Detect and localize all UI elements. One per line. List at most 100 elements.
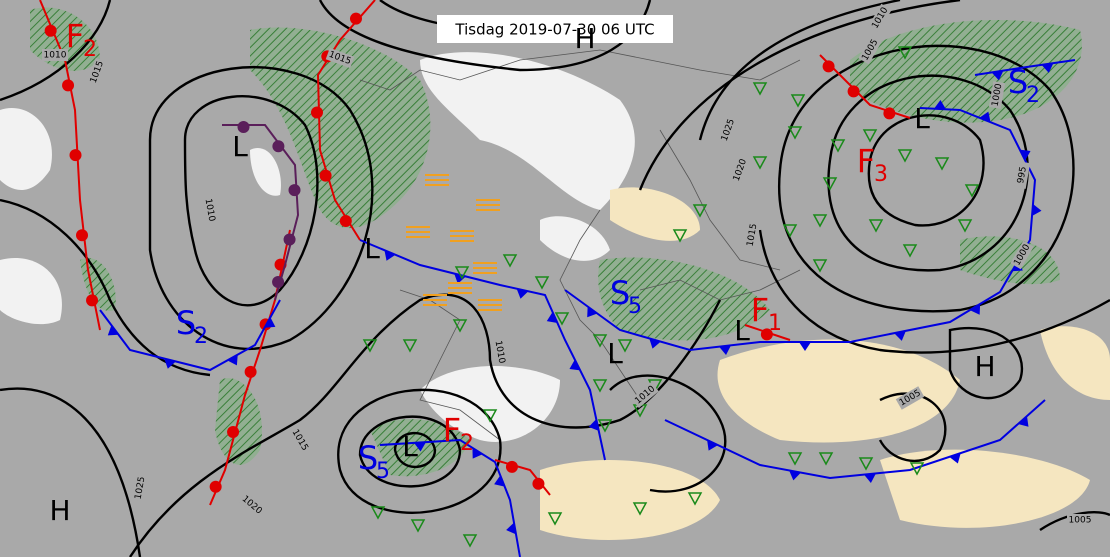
shower-symbol: [909, 462, 925, 476]
shower-symbol: [934, 157, 950, 171]
front-label: F: [751, 291, 769, 329]
warm-front-marker: [311, 106, 324, 119]
shower-symbol: [812, 259, 828, 273]
shower-symbol: [534, 276, 550, 290]
front-label: F: [443, 411, 461, 449]
shower-symbol: [790, 94, 806, 108]
shower-symbol: [554, 312, 570, 326]
isobar-label-bg: [717, 115, 739, 145]
shower-symbol: [902, 244, 918, 258]
front-label-sub: 5: [376, 459, 390, 484]
pressure-center: H: [49, 494, 70, 527]
front-label: F: [857, 142, 875, 180]
pressure-center: L: [232, 130, 248, 163]
cold-front-marker: [569, 359, 581, 371]
shower-symbol: [402, 339, 418, 353]
front-label-sub: 5: [628, 294, 642, 319]
front-line: [379, 438, 521, 557]
shower-symbol: [592, 379, 608, 393]
cold-front-marker: [799, 342, 811, 351]
shower-symbol: [752, 156, 768, 170]
shower-symbol: [547, 512, 563, 526]
warm-front-marker: [319, 169, 332, 182]
front-label: S: [176, 304, 196, 342]
isobar-label-bg: [1010, 240, 1034, 270]
isobar-label-bg: [42, 49, 68, 61]
cold-front-marker: [494, 475, 505, 487]
warm-front-marker: [532, 477, 545, 490]
warm-front-marker: [760, 328, 773, 341]
pressure-center: L: [734, 314, 750, 347]
isobar-label-bg: [631, 382, 659, 408]
shower-symbol: [964, 184, 980, 198]
cold-front-marker: [107, 325, 119, 336]
warm-front-marker: [227, 425, 240, 438]
cold-front-marker: [649, 338, 661, 349]
pressure-center: L: [914, 102, 930, 135]
cold-front-marker: [472, 447, 483, 459]
shower-symbol: [897, 149, 913, 163]
cold-front-marker: [864, 473, 876, 483]
cold-front-marker: [414, 442, 426, 452]
weather-symbols: [362, 46, 980, 548]
shower-symbol: [370, 506, 386, 520]
isobar-label: 1000: [991, 83, 1005, 108]
warm-front-marker: [62, 79, 75, 92]
cold-front-marker: [506, 522, 517, 535]
occluded-front-marker: [237, 121, 250, 133]
warm-front-marker: [349, 12, 362, 25]
isobar-label: 1010: [493, 340, 507, 365]
shower-symbol: [957, 219, 973, 233]
cold-front-marker: [1018, 416, 1029, 427]
front-label-sub: 1: [768, 311, 782, 336]
isobar-label-bg: [325, 47, 355, 69]
front-label-sub: 2: [460, 431, 474, 456]
shower-symbol: [862, 129, 878, 143]
shower-symbol: [617, 339, 633, 353]
shower-symbol: [687, 492, 703, 506]
shower-symbol: [752, 82, 768, 96]
isobar-label-bg: [1013, 161, 1031, 189]
warm-front-marker: [86, 294, 99, 307]
cold-front-marker: [991, 70, 1004, 81]
front-label: F: [66, 17, 84, 55]
warm-front-marker: [44, 24, 57, 37]
isobar-label-bg: [131, 474, 149, 502]
warm-front-marker: [883, 107, 896, 120]
warm-front-marker: [209, 480, 222, 493]
cold-front-marker: [707, 439, 718, 451]
shower-symbol: [782, 224, 798, 238]
shower-symbol: [462, 534, 478, 548]
front-label-sub: 3: [874, 162, 888, 187]
front-line: [99, 299, 281, 372]
cold-front-marker: [384, 250, 396, 261]
cold-front-marker: [1041, 63, 1054, 73]
shower-symbol: [597, 419, 613, 433]
isobar-label: 1015: [746, 223, 760, 247]
pressure-center: L: [607, 337, 623, 370]
cold-front-marker: [969, 303, 981, 315]
title-box: [437, 15, 673, 43]
shower-symbol: [482, 409, 498, 423]
warm-front-marker: [76, 229, 89, 242]
isobar-label: 1010: [44, 51, 67, 61]
cold-front-marker: [587, 306, 598, 318]
pressure-center: L: [364, 232, 380, 265]
occluded-front-marker: [283, 233, 296, 246]
isobar-label-bg: [201, 196, 219, 224]
shower-symbol: [362, 339, 378, 353]
cold-front-marker: [516, 288, 529, 299]
cold-front-marker: [789, 470, 801, 481]
cold-front-marker: [949, 453, 961, 464]
isobar-label-bg: [238, 492, 266, 518]
map-title: Tisdag 2019-07-30 06 UTC: [454, 21, 654, 39]
shower-symbol: [868, 219, 884, 233]
shower-symbol: [454, 266, 470, 280]
pressure-center: H: [974, 350, 995, 383]
cold-front-marker: [546, 312, 558, 323]
cold-front-marker: [934, 100, 946, 110]
front-label-sub: 2: [1026, 83, 1040, 108]
cold-front-marker: [264, 317, 276, 328]
shower-symbol: [787, 126, 803, 140]
front-label: S: [610, 274, 630, 312]
